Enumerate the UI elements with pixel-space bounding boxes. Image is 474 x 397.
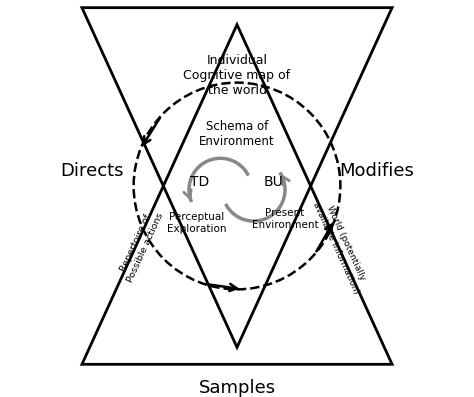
Text: Individual
Cognitive map of
the world: Individual Cognitive map of the world [183,54,291,97]
Text: TD: TD [191,175,210,189]
Text: Present
Environment: Present Environment [252,208,319,230]
Text: Directs: Directs [60,162,123,180]
Text: BU: BU [264,175,284,189]
Text: Repertoire of
Possible actions: Repertoire of Possible actions [116,207,165,284]
Text: Modifies: Modifies [339,162,414,180]
Text: Perceptual
Exploration: Perceptual Exploration [167,212,226,234]
Text: World (potentially
available information): World (potentially available information… [311,196,371,295]
Text: Samples: Samples [199,379,275,397]
Text: Schema of
Environment: Schema of Environment [199,120,275,148]
